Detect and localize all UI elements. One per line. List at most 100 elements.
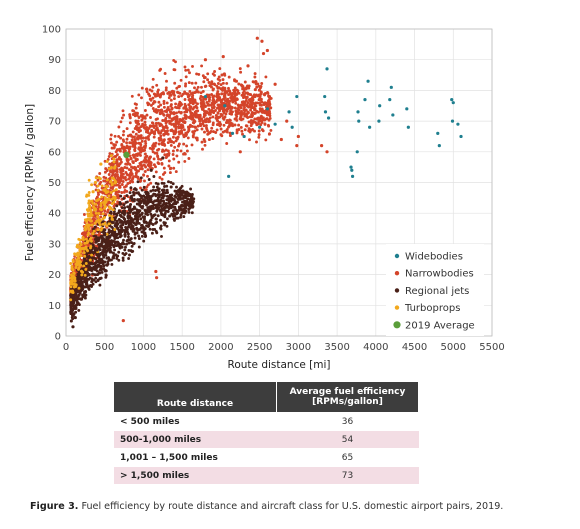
scatter-point — [98, 268, 102, 272]
scatter-point — [256, 110, 260, 114]
scatter-point — [136, 135, 139, 139]
scatter-point — [241, 103, 245, 107]
scatter-point — [146, 174, 149, 178]
scatter-point — [151, 107, 155, 110]
scatter-point — [219, 127, 223, 131]
scatter-point — [146, 183, 150, 187]
scatter-point — [228, 99, 232, 103]
legend-swatch — [393, 321, 401, 329]
scatter-point — [243, 80, 247, 84]
scatter-point — [91, 190, 95, 194]
scatter-point — [143, 152, 147, 156]
scatter-point — [169, 98, 173, 102]
scatter-point — [196, 124, 200, 128]
scatter-point — [186, 136, 190, 140]
x-tick-label: 5500 — [479, 342, 504, 353]
scatter-point — [101, 220, 105, 224]
scatter-point — [152, 109, 156, 113]
scatter-point — [90, 280, 94, 284]
scatter-point — [112, 189, 116, 193]
scatter-point — [143, 170, 147, 173]
scatter-point — [178, 91, 182, 95]
scatter-point — [116, 183, 120, 187]
scatter-point — [145, 221, 149, 225]
scatter-point — [133, 187, 137, 191]
plot-frame — [65, 28, 493, 337]
scatter-point — [196, 109, 200, 113]
scatter-point — [112, 256, 116, 260]
scatter-point — [98, 283, 102, 287]
scatter-point — [110, 154, 113, 158]
scatter-point — [132, 227, 136, 231]
scatter-point — [218, 96, 222, 99]
row-efficiency: 65 — [276, 448, 419, 467]
scatter-point — [255, 117, 259, 121]
scatter-point — [169, 129, 173, 132]
scatter-point — [115, 158, 119, 162]
scatter-point — [154, 217, 158, 221]
scatter-point — [174, 136, 178, 140]
scatter-point — [174, 139, 178, 143]
x-tick-label: 0 — [63, 342, 69, 353]
scatter-point — [122, 176, 126, 180]
scatter-point — [203, 94, 208, 99]
scatter-point — [123, 233, 127, 237]
scatter-point — [150, 128, 154, 132]
scatter-point — [171, 135, 175, 139]
scatter-point — [85, 248, 89, 252]
scatter-point — [200, 64, 204, 68]
scatter-point — [83, 277, 87, 281]
scatter-point — [84, 267, 88, 271]
scatter-point — [87, 214, 91, 218]
scatter-point — [202, 138, 206, 141]
scatter-point — [235, 110, 239, 114]
scatter-point — [140, 167, 144, 171]
scatter-point — [120, 116, 124, 120]
table-row: 1,001 – 1,500 miles 65 — [114, 448, 419, 467]
scatter-point — [149, 218, 153, 222]
scatter-point — [227, 174, 231, 178]
scatter-point — [264, 109, 268, 113]
scatter-point — [257, 88, 261, 92]
scatter-point — [249, 98, 253, 102]
scatter-point — [130, 198, 134, 202]
scatter-point — [140, 188, 144, 192]
x-tick-label: 5000 — [441, 342, 466, 353]
scatter-point — [225, 128, 229, 132]
scatter-point — [109, 141, 113, 145]
scatter-point — [112, 245, 116, 249]
scatter-point — [295, 144, 299, 148]
scatter-point — [93, 221, 97, 225]
scatter-point — [266, 91, 270, 95]
scatter-point — [198, 97, 202, 100]
scatter-point — [69, 285, 73, 289]
scatter-point — [110, 202, 114, 206]
scatter-point — [132, 175, 136, 179]
scatter-point — [162, 99, 166, 103]
scatter-point — [142, 232, 146, 235]
scatter-point — [175, 190, 179, 193]
scatter-point — [123, 220, 127, 224]
scatter-point — [183, 159, 187, 163]
scatter-point — [143, 146, 147, 150]
scatter-point — [147, 210, 151, 214]
scatter-point — [120, 206, 124, 210]
scatter-point — [123, 151, 130, 159]
scatter-point — [245, 96, 248, 100]
scatter-point — [201, 147, 204, 151]
scatter-point — [172, 97, 176, 101]
scatter-point — [203, 58, 208, 62]
scatter-point — [189, 111, 193, 115]
scatter-point — [208, 116, 212, 120]
scatter-point — [144, 188, 148, 192]
scatter-point — [131, 130, 135, 134]
scatter-point — [146, 168, 150, 172]
scatter-point — [104, 238, 108, 242]
scatter-point — [183, 102, 187, 106]
scatter-point — [156, 161, 160, 165]
scatter-point — [237, 105, 241, 109]
scatter-point — [139, 217, 143, 221]
scatter-point — [172, 130, 175, 133]
scatter-point — [137, 245, 141, 249]
scatter-point — [86, 209, 90, 213]
